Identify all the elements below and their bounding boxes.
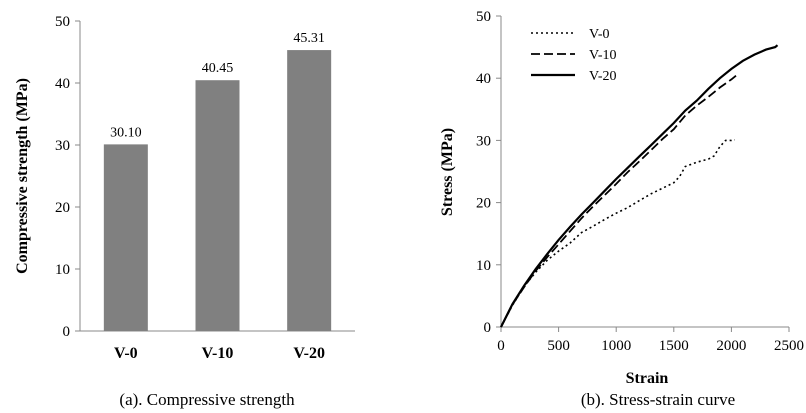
bar-y-axis-title: Compressive strength (MPa) (14, 78, 31, 274)
line-y-tick-label: 20 (476, 196, 491, 212)
line-x-tick-label: 1000 (601, 338, 631, 354)
line-y-axis-title: Stress (MPa) (439, 128, 456, 216)
bar-y-tick-label: 10 (55, 262, 70, 278)
bar-y-tick-label: 50 (55, 14, 70, 30)
line-x-tick-label: 500 (547, 338, 570, 354)
bar-chart-caption: (a). Compressive strength (119, 390, 295, 409)
series-line-v-10 (500, 74, 737, 328)
line-chart-legend: V-0 V-10 V-20 (531, 27, 617, 84)
series-line-v-0 (500, 139, 736, 328)
bar-y-tick-label: 30 (55, 138, 70, 154)
line-y-tick-label: 30 (476, 133, 491, 149)
bar-category-label: V-20 (293, 345, 325, 362)
legend-label: V-0 (589, 27, 610, 42)
bar-data-label: 30.10 (110, 125, 142, 140)
bar-y-tick-label: 0 (63, 324, 71, 340)
line-y-tick-label: 0 (484, 320, 492, 336)
line-y-tick-label: 10 (476, 258, 491, 274)
line-y-tick-label: 40 (476, 71, 491, 87)
bar-data-label: 45.31 (293, 31, 325, 46)
legend-label: V-20 (589, 69, 617, 84)
series-line-v-20 (500, 44, 779, 328)
bar-v-10 (195, 80, 240, 332)
bar-category-label: V-10 (202, 345, 234, 362)
bar-category-label: V-0 (114, 345, 138, 362)
bar-v-0 (103, 144, 148, 331)
line-chart-caption: (b). Stress-strain curve (581, 390, 735, 409)
line-x-tick-label: 2500 (774, 338, 804, 354)
line-x-tick-label: 0 (497, 338, 505, 354)
line-x-axis-title: Strain (626, 370, 669, 387)
line-x-tick-label: 1500 (659, 338, 689, 354)
line-chart: 0 10 20 30 40 50 0 500 1000 1500 2000 2500 V-0 V-10… (439, 9, 804, 409)
bar-v-20 (287, 50, 332, 331)
bar-data-label: 40.45 (202, 61, 234, 76)
bar-y-tick-label: 20 (55, 200, 70, 216)
legend-label: V-10 (589, 48, 617, 63)
bar-y-tick-label: 40 (55, 76, 70, 92)
line-y-tick-label: 50 (476, 9, 491, 25)
line-x-tick-label: 2000 (716, 338, 746, 354)
